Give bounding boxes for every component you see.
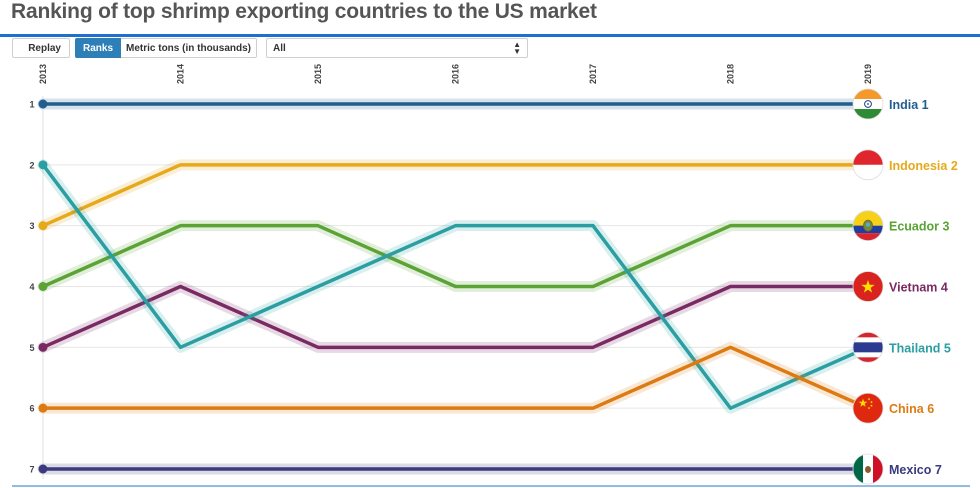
series-china[interactable]: China 6 xyxy=(37,341,935,424)
series-indonesia[interactable]: Indonesia 2 xyxy=(37,149,958,232)
series-india[interactable]: India 1 xyxy=(37,88,929,120)
series-vietnam[interactable]: Vietnam 4 xyxy=(37,271,948,353)
series-end-label: India 1 xyxy=(889,98,929,112)
china-flag-icon xyxy=(852,392,884,424)
vietnam-flag-icon xyxy=(852,271,884,302)
replay-button[interactable]: Replay xyxy=(12,38,70,58)
series-end-label: China 6 xyxy=(889,402,934,416)
metric-toggle-button[interactable]: Metric tons (in thousands) xyxy=(121,38,258,58)
y-tick-label: 6 xyxy=(29,404,34,414)
x-tick-label: 2017 xyxy=(588,64,598,84)
series-line xyxy=(41,345,870,410)
country-filter-value: All xyxy=(273,42,286,54)
series-end-label: Vietnam 4 xyxy=(889,281,948,295)
series-start-point xyxy=(38,342,48,352)
y-tick-label: 1 xyxy=(29,100,34,110)
y-tick-label: 3 xyxy=(29,221,34,231)
series-line xyxy=(41,163,870,228)
thailand-flag-icon xyxy=(852,331,884,363)
mexico-flag-icon xyxy=(852,453,884,485)
page-title: Ranking of top shrimp exporting countrie… xyxy=(11,0,597,23)
chart-controls: Replay Ranks Metric tons (in thousands) … xyxy=(12,38,529,58)
title-divider xyxy=(0,34,980,37)
series-glow xyxy=(37,220,874,292)
series-start-point xyxy=(38,99,48,109)
series-end-label: Ecuador 3 xyxy=(889,220,949,234)
series-thailand[interactable]: Thailand 5 xyxy=(37,159,951,414)
x-tick-label: 2013 xyxy=(38,64,48,84)
x-tick-label: 2016 xyxy=(451,64,461,84)
country-filter-select[interactable]: All ▲ ▼ xyxy=(266,38,529,58)
series-start-point xyxy=(38,282,48,291)
x-tick-label: 2015 xyxy=(313,64,323,84)
series-end-label: Mexico 7 xyxy=(889,463,942,477)
series-start-point xyxy=(38,464,48,474)
series-glow xyxy=(37,159,874,232)
series-start-point xyxy=(38,221,48,231)
ranks-toggle-button[interactable]: Ranks xyxy=(75,38,122,58)
series-end-label: Thailand 5 xyxy=(889,341,951,355)
series-start-point xyxy=(38,403,48,413)
series-line xyxy=(41,284,870,350)
select-arrows-icon: ▲ ▼ xyxy=(513,40,522,56)
ecuador-flag-icon xyxy=(852,210,884,242)
series-line xyxy=(41,163,870,410)
series-line xyxy=(41,223,870,289)
x-tick-label: 2019 xyxy=(863,64,873,84)
india-flag-icon xyxy=(852,88,884,120)
x-tick-label: 2018 xyxy=(726,64,736,84)
indonesia-flag-icon xyxy=(852,149,884,181)
x-tick-label: 2014 xyxy=(176,64,186,84)
y-tick-label: 5 xyxy=(29,343,34,353)
series-end-label: Indonesia 2 xyxy=(889,159,958,173)
bottom-divider xyxy=(12,485,970,487)
series-ecuador[interactable]: Ecuador 3 xyxy=(37,210,950,292)
series-start-point xyxy=(38,160,48,170)
series-mexico[interactable]: Mexico 7 xyxy=(37,453,942,485)
y-tick-label: 2 xyxy=(29,160,34,170)
y-tick-label: 4 xyxy=(29,282,34,292)
y-tick-label: 7 xyxy=(29,465,34,475)
